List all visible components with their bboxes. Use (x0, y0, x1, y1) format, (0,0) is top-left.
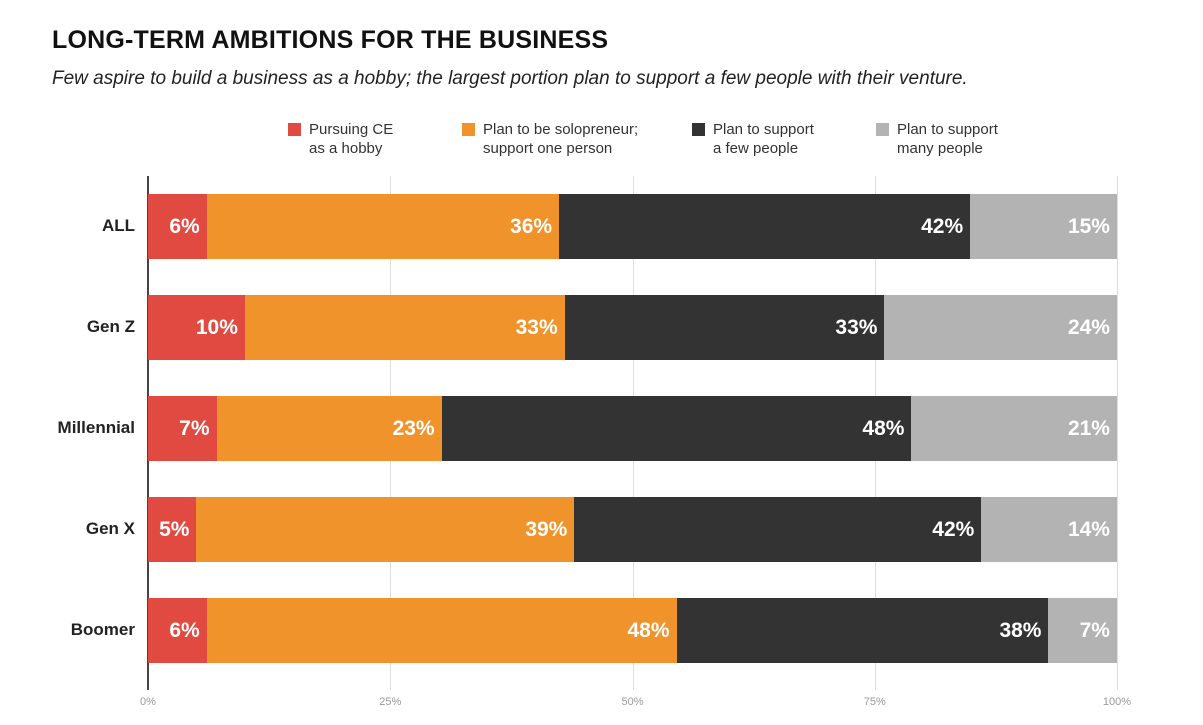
bar-segment: 7% (148, 396, 217, 461)
bar-segment: 42% (574, 497, 982, 562)
legend-swatch (462, 123, 475, 136)
bar-segment: 24% (884, 295, 1117, 360)
bar-segment: 33% (564, 295, 885, 360)
legend-label: Plan to support a few people (713, 121, 814, 157)
category-label: Millennial (57, 418, 135, 437)
bar-segment: 21% (911, 396, 1117, 461)
data-label: 39% (525, 517, 568, 541)
data-label: 23% (392, 416, 435, 440)
data-label: 42% (932, 517, 975, 541)
bar-segment: 5% (148, 497, 197, 562)
bar-segment: 23% (216, 396, 442, 461)
x-tick-label: 75% (863, 696, 886, 708)
legend-swatch (692, 123, 705, 136)
data-label: 24% (1067, 315, 1110, 339)
chart-title: LONG-TERM AMBITIONS FOR THE BUSINESS (52, 26, 609, 54)
x-tick-label: 50% (621, 696, 644, 708)
data-label: 21% (1067, 416, 1110, 440)
legend-swatch (876, 123, 889, 136)
bar-segment: 36% (206, 194, 560, 259)
data-label: 48% (862, 416, 905, 440)
bar-segment: 33% (244, 295, 565, 360)
data-label: 14% (1067, 517, 1110, 541)
x-tick-label: 0% (140, 696, 156, 708)
data-label: 6% (169, 618, 200, 642)
legend-swatch (288, 123, 301, 136)
bar-segment: 7% (1048, 598, 1117, 663)
data-label: 10% (195, 315, 238, 339)
data-label: 33% (515, 315, 558, 339)
chart-subtitle: Few aspire to build a business as a hobb… (52, 68, 968, 89)
legend-label: Pursuing CE as a hobby (309, 121, 394, 157)
data-label: 48% (627, 618, 670, 642)
legend-item: Plan to support many people (876, 120, 998, 158)
bar-segment: 48% (206, 598, 677, 663)
category-label: ALL (101, 216, 135, 235)
bar-segment: 38% (676, 598, 1049, 663)
category-label: Gen Z (86, 317, 135, 336)
category-label: Gen X (85, 519, 135, 538)
bar-segment: 10% (148, 295, 245, 360)
legend-label: Plan to be solopreneur; support one pers… (483, 121, 639, 157)
data-label: 7% (179, 416, 210, 440)
data-label: 33% (835, 315, 878, 339)
data-label: 42% (921, 214, 964, 238)
bar-segment: 42% (559, 194, 971, 259)
data-label: 6% (169, 214, 200, 238)
bar-segment: 48% (441, 396, 912, 461)
data-label: 36% (510, 214, 553, 238)
data-label: 5% (159, 517, 190, 541)
data-label: 38% (999, 618, 1042, 642)
legend-label: Plan to support many people (897, 121, 998, 157)
x-tick-label: 25% (379, 696, 402, 708)
bar-segment: 6% (148, 598, 207, 663)
bar-segment: 14% (981, 497, 1117, 562)
bar-segment: 15% (970, 194, 1117, 259)
data-label: 15% (1067, 214, 1110, 238)
bar-segment: 6% (148, 194, 207, 259)
data-label: 7% (1079, 618, 1110, 642)
gridline (1117, 176, 1118, 690)
legend-item: Pursuing CE as a hobby (288, 120, 393, 158)
x-tick-label: 100% (1102, 696, 1132, 708)
bar-segment: 39% (196, 497, 575, 562)
legend-item: Plan to support a few people (692, 120, 814, 158)
legend-item: Plan to be solopreneur; support one pers… (462, 120, 638, 158)
category-label: Boomer (70, 620, 135, 639)
